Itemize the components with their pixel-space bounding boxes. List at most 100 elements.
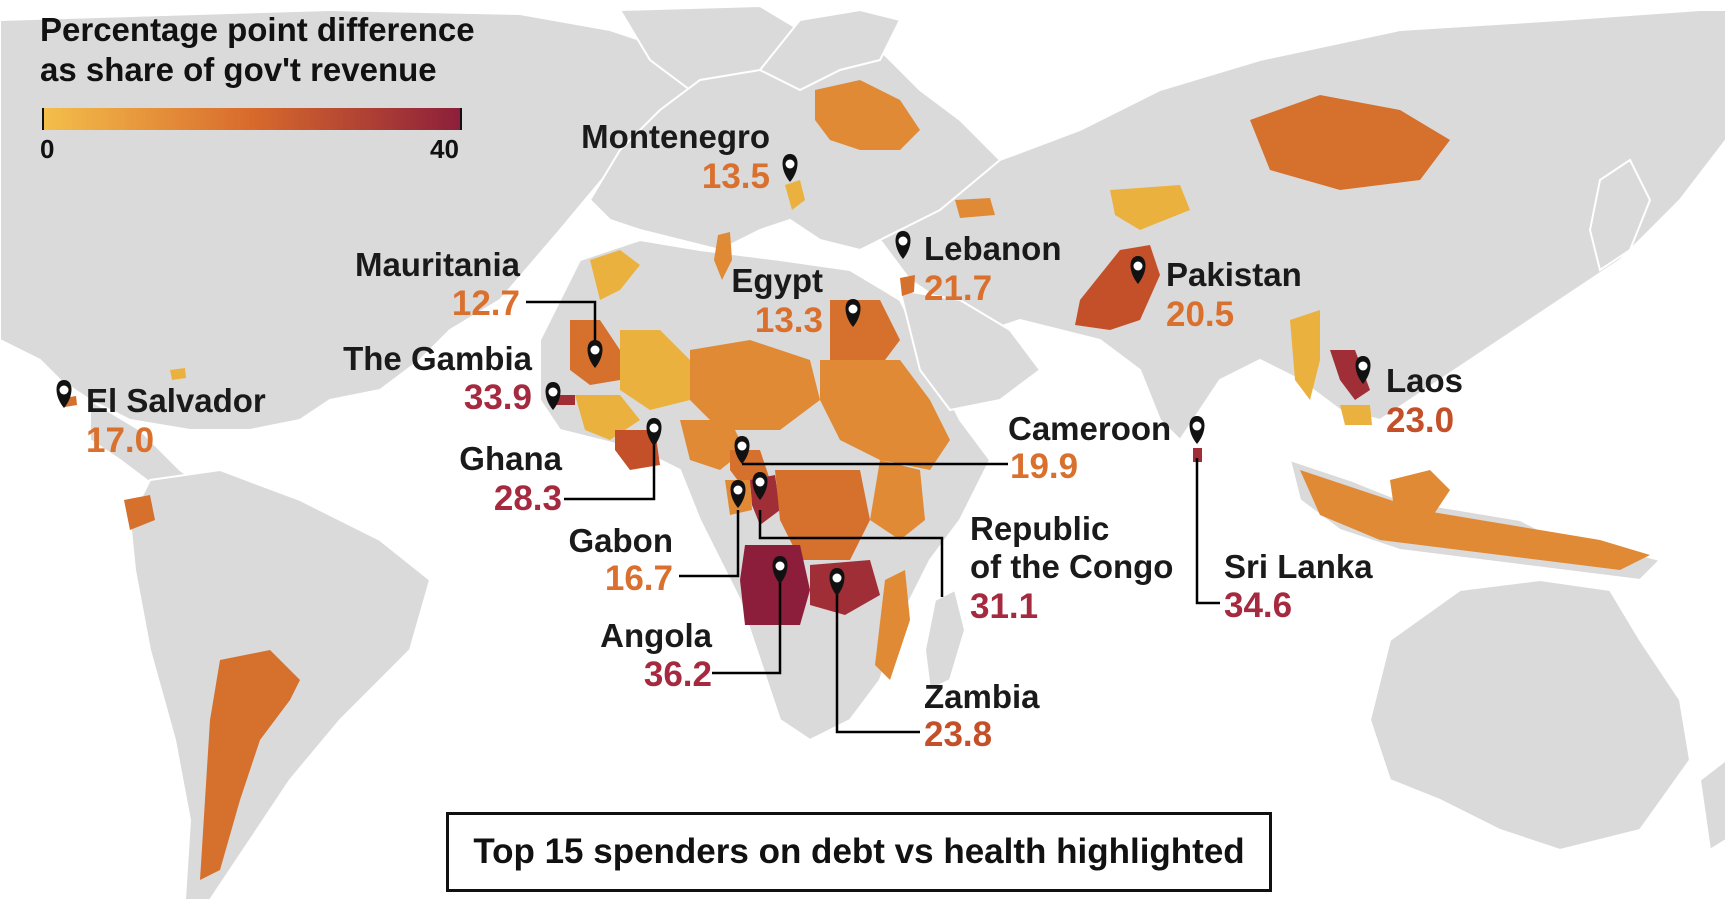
legend-title-line1: Percentage point difference xyxy=(40,11,475,48)
land-madagascar xyxy=(923,588,967,692)
label-el-salvador-value: 17.0 xyxy=(86,421,154,460)
label-mauritania-value: 12.7 xyxy=(452,284,520,323)
region-angola xyxy=(740,545,810,625)
pin-icon xyxy=(772,556,788,584)
region-nigeria xyxy=(680,420,745,470)
region-balkans xyxy=(785,180,805,210)
land-arabia xyxy=(898,288,1042,412)
leader-mauritania xyxy=(526,300,597,345)
legend-title: Percentage point difference as share of … xyxy=(40,10,475,90)
label-ghana-value: 28.3 xyxy=(494,479,562,518)
label-el-salvador-name: El Salvador xyxy=(86,382,266,419)
label-zambia-value: 23.8 xyxy=(924,715,992,754)
label-laos-name: Laos xyxy=(1386,362,1463,399)
legend-color-scale xyxy=(42,108,462,130)
land-new-zealand xyxy=(1698,758,1726,852)
footer-note-box: Top 15 spenders on debt vs health highli… xyxy=(446,812,1272,892)
location-pins xyxy=(56,154,1371,596)
footer-note-text: Top 15 spenders on debt vs health highli… xyxy=(473,832,1245,871)
pin-icon xyxy=(895,231,911,259)
pin-icon xyxy=(646,418,662,446)
label-cameroon-name: Cameroon xyxy=(1008,410,1171,447)
label-montenegro-name: Montenegro xyxy=(581,118,770,155)
label-ghana-name: Ghana xyxy=(459,440,562,477)
label-gabon-name: Gabon xyxy=(569,522,674,559)
pin-icon xyxy=(730,480,746,508)
region-sudan-ethiopia xyxy=(820,360,950,470)
region-sri-lanka xyxy=(1193,448,1202,462)
region-ecuador xyxy=(124,495,155,530)
region-lebanon xyxy=(900,275,915,296)
label-lebanon-value: 21.7 xyxy=(924,269,992,308)
region-caribbean xyxy=(170,368,186,380)
pin-icon xyxy=(1189,416,1205,444)
pin-icon xyxy=(845,299,861,327)
leader-congo xyxy=(758,510,944,597)
label-laos-value: 23.0 xyxy=(1386,401,1454,440)
region-ghana xyxy=(615,430,660,470)
region-mozambique xyxy=(875,570,910,680)
leader-sri-lanka xyxy=(1195,458,1220,605)
land-asia xyxy=(878,9,1726,442)
label-congo-name-line1: Republic xyxy=(970,510,1109,547)
label-pakistan-name: Pakistan xyxy=(1166,256,1302,293)
leader-ghana xyxy=(564,440,656,501)
pin-icon xyxy=(56,380,72,408)
label-lebanon-name: Lebanon xyxy=(924,230,1062,267)
label-gambia-value: 33.9 xyxy=(464,378,532,417)
region-kenya-tanzania xyxy=(870,460,925,540)
region-laos xyxy=(1330,350,1370,400)
label-montenegro-value: 13.5 xyxy=(702,157,770,196)
region-niger-chad xyxy=(690,340,820,430)
colored-countries xyxy=(64,80,1650,880)
label-zambia-name: Zambia xyxy=(924,678,1040,715)
land-scandinavia xyxy=(758,8,902,92)
pin-icon xyxy=(1355,356,1371,384)
pin-icon xyxy=(752,472,768,500)
pin-icon xyxy=(734,436,750,464)
label-congo-value: 31.1 xyxy=(970,587,1038,626)
region-mongolia xyxy=(1250,95,1450,190)
land-australia xyxy=(1368,578,1692,852)
label-angola-value: 36.2 xyxy=(644,655,712,694)
leader-zambia xyxy=(835,594,920,734)
leader-gabon xyxy=(679,510,740,578)
leader-lines xyxy=(526,300,1220,734)
pin-icon xyxy=(782,154,798,182)
legend-title-line2: as share of gov't revenue xyxy=(40,51,437,88)
region-zambia xyxy=(810,560,880,615)
land-japan xyxy=(1588,158,1652,272)
label-egypt-name: Egypt xyxy=(731,262,823,299)
pin-icon xyxy=(587,340,603,368)
label-sri-lanka-value: 34.6 xyxy=(1224,586,1292,625)
pin-icon xyxy=(545,382,561,410)
legend-max-label: 40 xyxy=(430,134,459,164)
region-georgia-armenia xyxy=(955,198,995,218)
country-labels: Montenegro 13.5 Mauritania 12.7 The Gamb… xyxy=(86,118,1463,754)
region-west-africa xyxy=(575,395,640,440)
label-egypt-value: 13.3 xyxy=(755,301,823,340)
label-mauritania-name: Mauritania xyxy=(355,246,521,283)
leader-angola xyxy=(712,580,782,675)
region-morocco xyxy=(590,250,640,300)
pin-icon xyxy=(829,568,845,596)
label-gabon-value: 16.7 xyxy=(605,559,673,598)
legend-min-label: 0 xyxy=(40,134,55,164)
region-tunisia xyxy=(714,232,732,280)
region-cambodia xyxy=(1340,405,1372,425)
label-angola-name: Angola xyxy=(600,617,712,654)
label-congo-name-line2: of the Congo xyxy=(970,548,1173,585)
label-sri-lanka-name: Sri Lanka xyxy=(1224,548,1373,585)
label-pakistan-value: 20.5 xyxy=(1166,295,1234,334)
region-borneo xyxy=(1390,470,1450,520)
label-gambia-name: The Gambia xyxy=(343,340,533,377)
region-indonesia xyxy=(1300,470,1650,570)
region-myanmar xyxy=(1290,310,1320,400)
region-argentina xyxy=(200,650,300,880)
region-mali xyxy=(620,330,690,410)
label-cameroon-value: 19.9 xyxy=(1010,447,1078,486)
region-uzbekistan xyxy=(1110,185,1190,230)
pin-icon xyxy=(1130,256,1146,284)
region-ukraine xyxy=(815,80,920,150)
